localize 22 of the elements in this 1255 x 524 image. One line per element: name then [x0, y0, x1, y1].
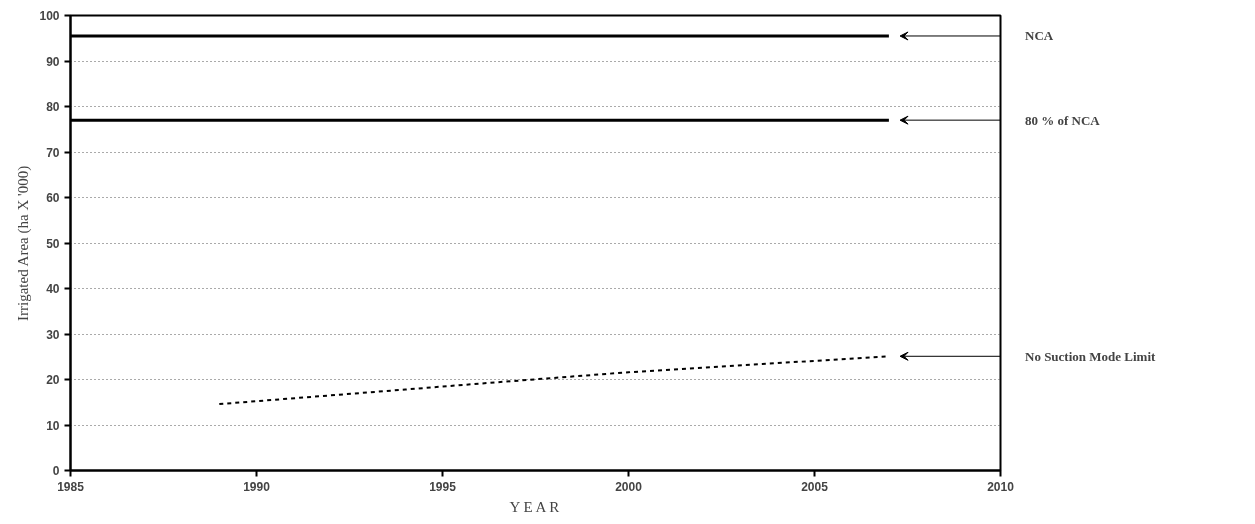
- y-tick-label: 40: [46, 282, 60, 296]
- x-tick-label: 1995: [429, 479, 457, 494]
- x-tick-label: 2005: [801, 479, 829, 494]
- text: NCA: [1025, 28, 1054, 44]
- y-tick-label: 60: [46, 191, 60, 205]
- y-tick-label: 80: [46, 100, 60, 114]
- y-tick-label: 0: [52, 464, 60, 478]
- x-tick-label: 2010: [987, 479, 1015, 494]
- x-tick-label: 2000: [615, 479, 643, 494]
- y-tick-label: 90: [46, 54, 60, 69]
- y-tick-label: 10: [46, 418, 60, 433]
- y-tick-label: 20: [46, 373, 60, 387]
- x-tick-label: 1985: [57, 479, 85, 494]
- y-tick-label: 70: [46, 145, 60, 160]
- x-tick-label: 1990: [243, 479, 271, 494]
- y-tick-label: 30: [46, 327, 60, 342]
- x-axis-title: Y E A R: [509, 498, 560, 515]
- y-tick-label: 50: [46, 236, 60, 251]
- y-axis-title: Irrigated Area (ha X '000): [15, 165, 33, 321]
- text: No Suction Mode Limit: [1025, 348, 1157, 364]
- text: 80 % of NCA: [1025, 112, 1101, 128]
- y-tick-label: 100: [39, 9, 60, 23]
